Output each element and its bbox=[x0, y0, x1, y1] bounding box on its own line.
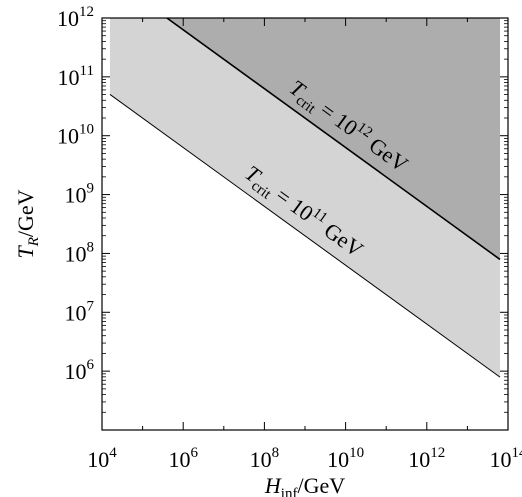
y-tick-label: 109 bbox=[65, 181, 95, 208]
x-tick-labels: 104 106 108 1010 1012 1014 bbox=[87, 445, 522, 472]
boundary-line-1 bbox=[165, 18, 501, 261]
y-tick-label: 106 bbox=[65, 357, 95, 384]
x-axis-label-symbol: H bbox=[264, 473, 282, 497]
x-tick-label: 106 bbox=[168, 445, 198, 472]
x-tick-label: 1014 bbox=[490, 445, 522, 472]
y-tick-labels: 106 107 108 109 1010 1011 1012 bbox=[57, 4, 95, 384]
region-fills bbox=[102, 18, 508, 430]
x-axis-label: Hinf/GeV bbox=[264, 473, 345, 497]
x-axis-label-subscript: inf bbox=[281, 486, 298, 497]
left-margin-strip bbox=[102, 18, 110, 430]
y-axis-label-subscript: R bbox=[26, 237, 42, 247]
y-tick-label: 108 bbox=[65, 239, 95, 266]
y-tick-label: 1011 bbox=[58, 63, 94, 90]
boundary-lines bbox=[109, 18, 501, 378]
x-tick-label: 108 bbox=[250, 445, 280, 472]
y-axis-label-unit: /GeV bbox=[13, 189, 38, 237]
y-axis-label: TR/GeV bbox=[13, 189, 42, 258]
y-tick-label: 1010 bbox=[57, 122, 94, 149]
y-axis-label-symbol: T bbox=[13, 245, 38, 259]
x-tick-label: 104 bbox=[87, 445, 117, 472]
y-tick-label: 1012 bbox=[57, 4, 94, 31]
boundary-line-0 bbox=[109, 94, 501, 378]
region-fill-1 bbox=[102, 18, 508, 266]
y-tick-label: 107 bbox=[65, 298, 95, 325]
x-tick-label: 1012 bbox=[408, 445, 445, 472]
x-axis-label-unit: /GeV bbox=[297, 473, 345, 497]
x-tick-label: 1010 bbox=[327, 445, 364, 472]
right-margin-strip bbox=[500, 18, 508, 430]
axis-ticks bbox=[101, 17, 509, 431]
